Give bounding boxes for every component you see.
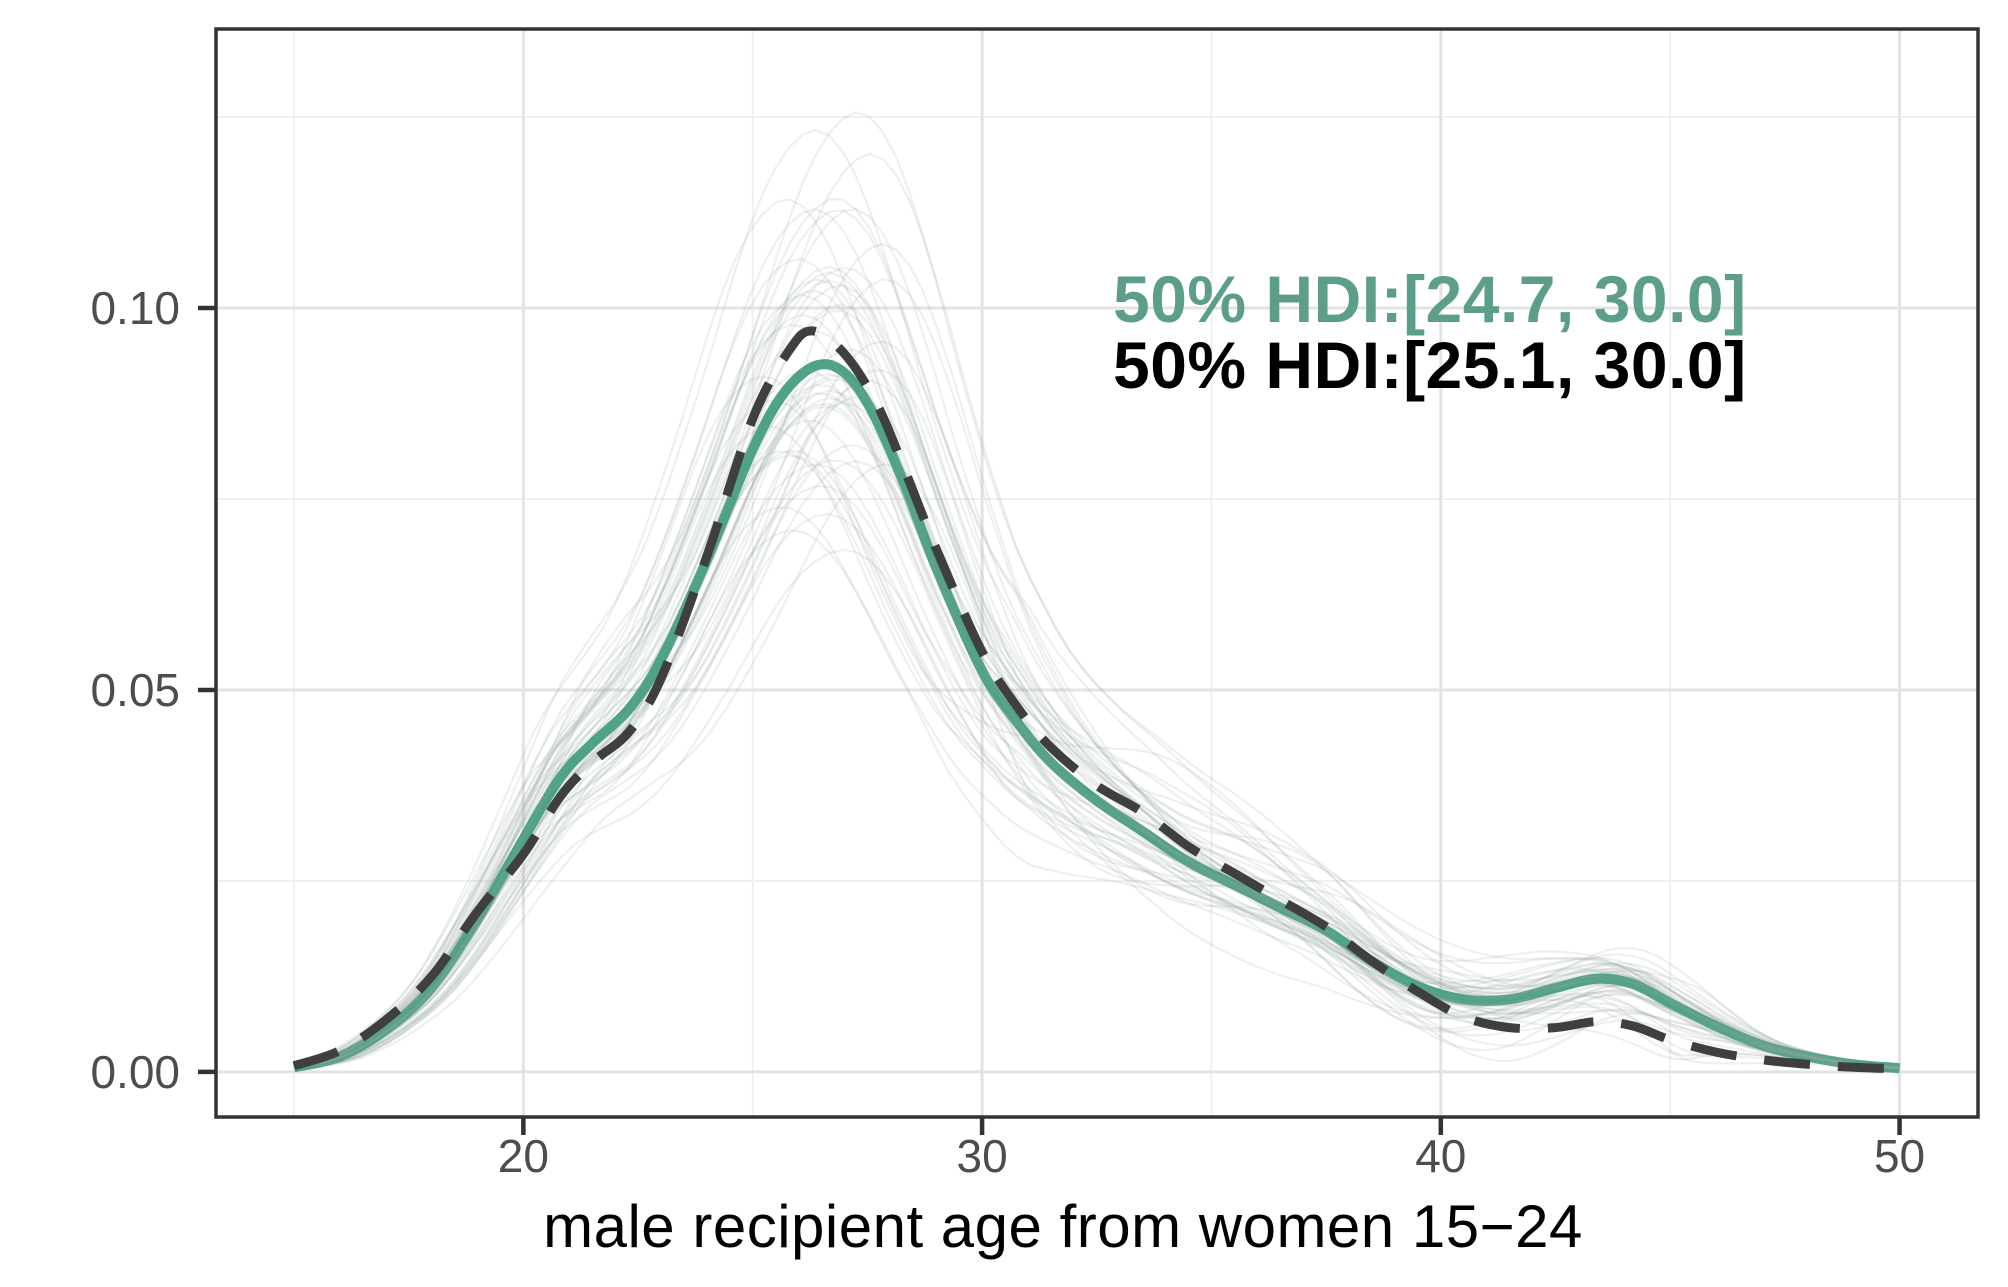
x-tick-label: 20 [497,1130,549,1182]
observed-density-line [292,326,1900,1074]
hdi-annotation-posterior: 50% HDI:[24.7, 30.0] [1113,262,1747,336]
y-tick-label: 0.05 [90,663,180,716]
posterior-mean-line [292,359,1900,1074]
hdi-annotation-observed: 50% HDI:[25.1, 30.0] [1113,328,1747,402]
gridlines [216,29,1978,1117]
y-tick-label: 0.00 [90,1045,180,1098]
panel-border [214,27,1980,1119]
x-axis-title: male recipient age from women 15−24 [543,1193,1583,1260]
x-tick-label: 50 [1873,1130,1926,1182]
axis-ticks [198,305,1902,1135]
x-tick-label: 40 [1415,1130,1467,1182]
panel-background [216,29,1978,1117]
x-tick-label: 30 [956,1130,1008,1182]
y-tick-label: 0.10 [90,281,180,334]
